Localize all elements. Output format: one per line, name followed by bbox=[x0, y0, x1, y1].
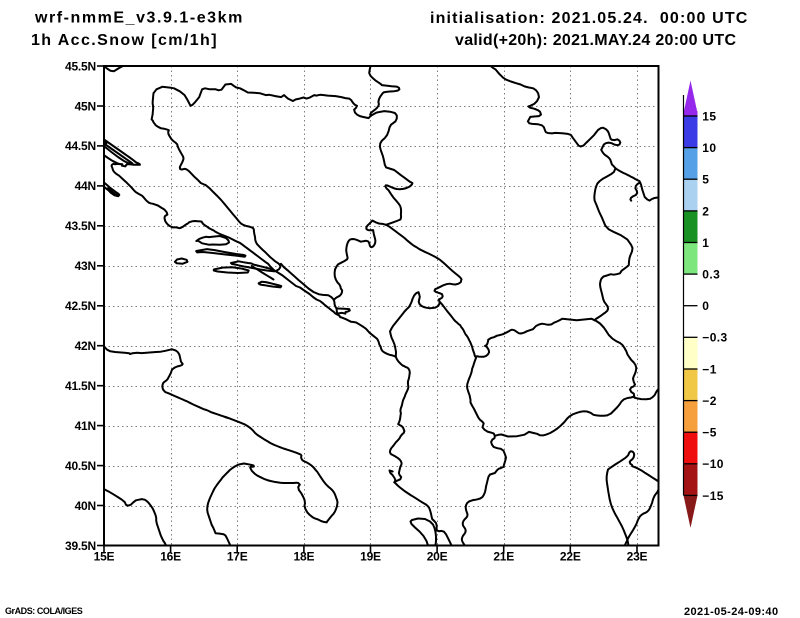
svg-text:43N: 43N bbox=[75, 259, 96, 273]
svg-text:42.5N: 42.5N bbox=[65, 299, 96, 313]
svg-text:−5: −5 bbox=[702, 426, 716, 440]
svg-text:41N: 41N bbox=[75, 419, 96, 433]
svg-text:41.5N: 41.5N bbox=[65, 379, 96, 393]
svg-text:2021-05-24-09:40: 2021-05-24-09:40 bbox=[684, 606, 778, 618]
svg-text:22E: 22E bbox=[560, 549, 581, 563]
svg-text:18E: 18E bbox=[294, 549, 315, 563]
svg-text:valid(+20h): 2021.MAY.24 20:00: valid(+20h): 2021.MAY.24 20:00 UTC bbox=[455, 32, 736, 49]
svg-text:19E: 19E bbox=[360, 549, 381, 563]
svg-text:5: 5 bbox=[702, 173, 709, 187]
svg-text:42N: 42N bbox=[75, 339, 96, 353]
svg-text:21E: 21E bbox=[493, 549, 514, 563]
svg-text:15: 15 bbox=[702, 109, 716, 123]
svg-text:44N: 44N bbox=[75, 179, 96, 193]
svg-text:20E: 20E bbox=[427, 549, 448, 563]
svg-text:40N: 40N bbox=[75, 499, 96, 513]
svg-text:10: 10 bbox=[702, 141, 716, 155]
svg-text:2: 2 bbox=[702, 204, 709, 218]
svg-text:0.3: 0.3 bbox=[702, 268, 720, 282]
svg-text:−2: −2 bbox=[702, 394, 716, 408]
svg-text:17E: 17E bbox=[227, 549, 248, 563]
svg-text:43.5N: 43.5N bbox=[65, 219, 96, 233]
svg-text:1: 1 bbox=[702, 236, 709, 250]
svg-text:23E: 23E bbox=[627, 549, 648, 563]
svg-text:45N: 45N bbox=[75, 99, 96, 113]
svg-text:−1: −1 bbox=[702, 362, 716, 376]
svg-text:−10: −10 bbox=[702, 457, 724, 471]
svg-text:−0.3: −0.3 bbox=[702, 331, 727, 345]
svg-text:16E: 16E bbox=[160, 549, 181, 563]
svg-text:44.5N: 44.5N bbox=[65, 139, 96, 153]
svg-text:wrf-nmmE_v3.9.1-e3km: wrf-nmmE_v3.9.1-e3km bbox=[34, 10, 244, 27]
svg-text:15E: 15E bbox=[94, 549, 115, 563]
svg-text:40.5N: 40.5N bbox=[65, 459, 96, 473]
svg-text:1h Acc.Snow [cm/1h]: 1h Acc.Snow [cm/1h] bbox=[31, 32, 218, 49]
svg-text:initialisation: 2021.05.24. 0: initialisation: 2021.05.24. 00:00 UTC bbox=[430, 10, 748, 27]
svg-text:45.5N: 45.5N bbox=[65, 59, 96, 73]
svg-text:0: 0 bbox=[702, 299, 709, 313]
svg-text:−15: −15 bbox=[702, 489, 724, 503]
svg-text:GrADS: COLA/IGES: GrADS: COLA/IGES bbox=[5, 606, 83, 616]
svg-text:39.5N: 39.5N bbox=[65, 539, 96, 553]
